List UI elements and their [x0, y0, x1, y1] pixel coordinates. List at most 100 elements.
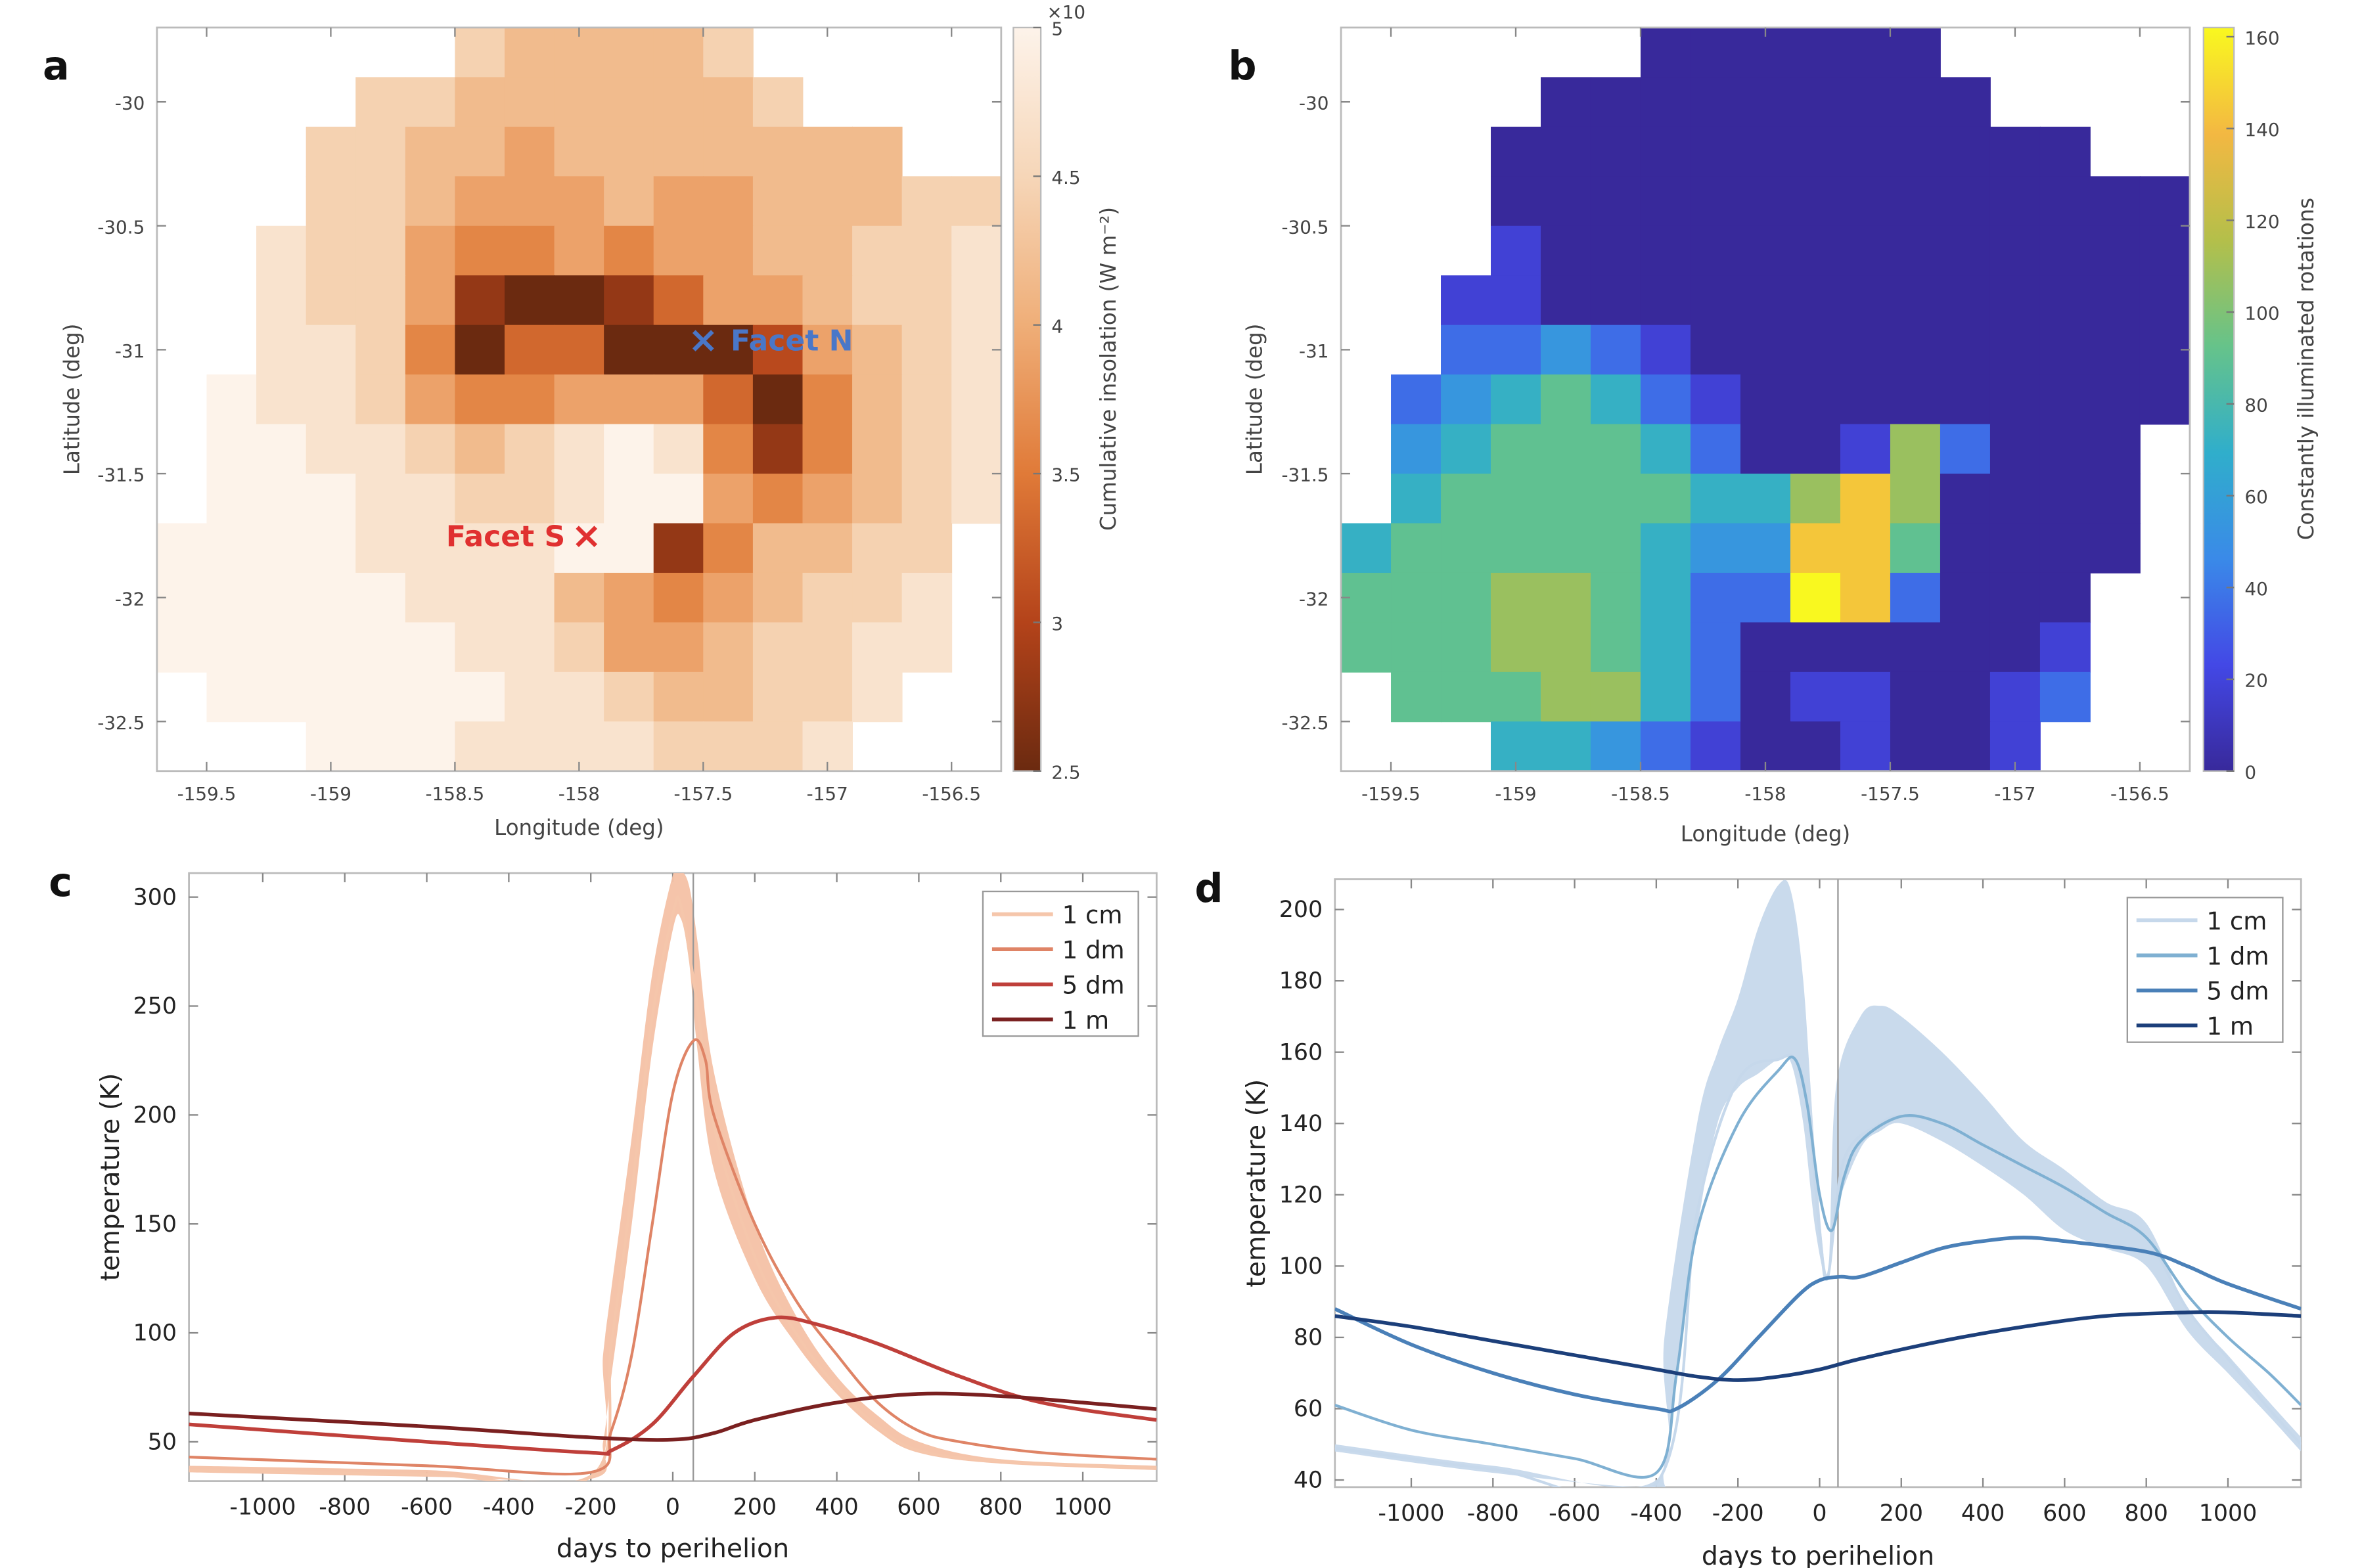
heatmap-cell: [405, 325, 456, 376]
heatmap-cell: [2139, 176, 2191, 227]
x-tick-label: 0: [666, 1494, 680, 1521]
y-tick-label: -32.5: [97, 712, 145, 734]
x-axis-label: days to perihelion: [556, 1534, 789, 1564]
heatmap-cell: [1989, 325, 2041, 376]
heatmap-cell: [2039, 374, 2091, 425]
heatmap-cell: [1840, 424, 1891, 474]
heatmap-cell: [355, 374, 406, 425]
heatmap-cell: [653, 523, 704, 573]
heatmap-cell: [802, 225, 853, 277]
colorbar-tick-label: 3: [1051, 613, 1063, 635]
x-tick-label: -158: [558, 783, 600, 805]
heatmap-cell: [1890, 622, 1941, 673]
heatmap-cell: [1491, 374, 1541, 425]
heatmap-cell: [504, 27, 555, 78]
legend-entry: 1 m: [1062, 1006, 1110, 1035]
facet-label: Facet S: [446, 520, 565, 554]
heatmap-cell: [405, 572, 456, 623]
heatmap-cell: [455, 572, 505, 623]
heatmap-cell: [1541, 225, 1591, 277]
x-tick-label: 400: [815, 1494, 858, 1521]
heatmap-cell: [604, 474, 654, 524]
heatmap-cell: [653, 176, 704, 227]
legend-entry: 1 cm: [1062, 901, 1123, 930]
heatmap-cell: [1690, 126, 1741, 177]
heatmap-cell: [1740, 424, 1791, 474]
heatmap-cell: [802, 374, 853, 425]
heatmap-cell: [604, 126, 654, 177]
y-tick-label: -31: [1299, 340, 1329, 362]
heatmap-cell: [1590, 424, 1641, 474]
heatmap-cell: [653, 721, 704, 772]
heatmap-cell: [455, 77, 505, 127]
x-tick-label: 200: [733, 1494, 777, 1521]
heatmap-cell: [1740, 523, 1791, 573]
colorbar-label: Cumulative insolation (W m⁻²): [1096, 207, 1121, 531]
heatmap-cell: [703, 523, 754, 573]
heatmap-cell: [852, 523, 903, 573]
heatmap-cell: [554, 275, 605, 326]
heatmap-cell: [1890, 523, 1941, 573]
x-axis-label: Longitude (deg): [1681, 821, 1850, 846]
heatmap-cell: [951, 225, 1002, 277]
heatmap-cell: [1890, 77, 1941, 127]
heatmap-cell: [256, 325, 307, 376]
y-axis-label: temperature (K): [1241, 1079, 1271, 1288]
colorbar-tick-label: 20: [2244, 670, 2267, 692]
heatmap-cell: [2089, 275, 2141, 326]
heatmap-cell: [355, 671, 406, 723]
heatmap-cell: [1890, 721, 1941, 772]
heatmap-cell: [504, 721, 555, 772]
y-tick-label: 180: [1279, 968, 1323, 995]
heatmap-cell: [306, 275, 357, 326]
heatmap-cell: [1441, 474, 1491, 524]
y-axis-label: Latitude (deg): [1242, 324, 1267, 475]
colorbar: [1012, 26, 1042, 772]
heatmap-cell: [405, 721, 456, 772]
heatmap-cell: [653, 275, 704, 326]
heatmap-cell: [1491, 424, 1541, 474]
x-tick-label: -400: [483, 1494, 535, 1521]
heatmap-cell: [405, 671, 456, 723]
heatmap-cell: [901, 275, 953, 326]
colorbar-tick-label: 0: [2244, 761, 2256, 783]
heatmap-cell: [306, 572, 357, 623]
heatmap-cell: [1690, 374, 1741, 425]
heatmap-cell: [554, 622, 605, 673]
series-line-5dm: [1334, 1236, 2302, 1414]
heatmap-cell: [802, 523, 853, 573]
heatmap-cell: [604, 275, 654, 326]
heatmap-cell: [206, 572, 257, 623]
heatmap-cell: [752, 622, 804, 673]
heatmap-cell: [405, 176, 456, 227]
heatmap-cell: [653, 572, 704, 623]
heatmap-cell: [1541, 424, 1591, 474]
heatmap-cell: [901, 523, 953, 573]
heatmap-cell: [206, 374, 257, 425]
heatmap-cell: [504, 126, 555, 177]
x-tick-label: -600: [401, 1494, 453, 1521]
y-tick-label: 100: [133, 1320, 177, 1347]
heatmap-cell: [901, 474, 953, 524]
heatmap-cell: [1989, 374, 2041, 425]
x-tick-label: -600: [1549, 1500, 1601, 1527]
heatmap-cell: [1790, 622, 1841, 673]
heatmap-cell: [554, 225, 605, 277]
heatmap-cell: [554, 424, 605, 474]
colorbar-tick-label: 2.5: [1051, 761, 1080, 783]
heatmap-cell: [554, 474, 605, 524]
heatmap-cell: [1840, 374, 1891, 425]
x-tick-label: -158: [1744, 783, 1786, 805]
heatmap-cell: [653, 27, 704, 78]
heatmap-cell: [1740, 374, 1791, 425]
heatmap-cell: [2089, 325, 2141, 376]
colorbar-tick-label: 160: [2244, 28, 2279, 49]
heatmap-cell: [852, 622, 903, 673]
heatmap-cell: [604, 225, 654, 277]
heatmap-cell: [1940, 325, 1991, 376]
heatmap-cell: [256, 622, 307, 673]
heatmap-cell: [355, 275, 406, 326]
series-group-d: [1334, 879, 2302, 1487]
x-tick-label: 400: [1961, 1500, 2005, 1527]
